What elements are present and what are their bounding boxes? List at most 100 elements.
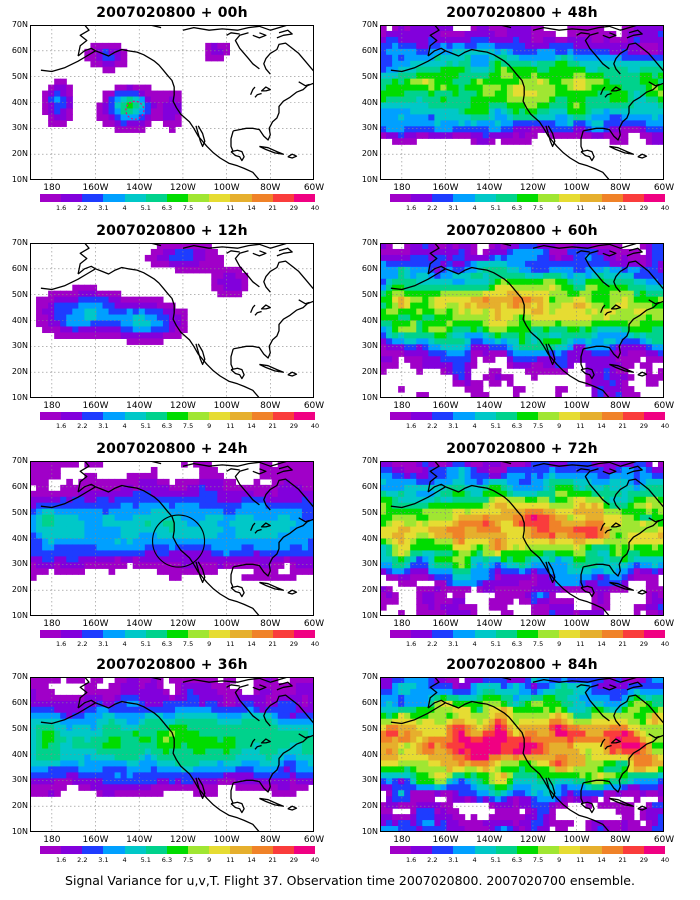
field-cell xyxy=(567,574,574,581)
field-cell xyxy=(615,466,623,474)
field-cell xyxy=(126,332,134,339)
field-cell xyxy=(537,550,544,557)
field-cell xyxy=(651,478,659,486)
field-cell xyxy=(561,484,568,492)
field-cell xyxy=(422,326,429,334)
shaded-field xyxy=(380,243,664,398)
field-cell xyxy=(633,344,641,351)
field-cell xyxy=(464,610,472,616)
field-cell xyxy=(440,466,448,474)
field-cell xyxy=(621,392,629,398)
field-cell xyxy=(301,502,309,510)
field-cell xyxy=(404,302,411,310)
field-cell xyxy=(150,466,158,474)
field-cell xyxy=(295,478,303,486)
field-cell xyxy=(452,484,460,492)
coastline xyxy=(613,260,664,293)
lon-tick-label: 100W xyxy=(213,183,240,193)
field-cell xyxy=(561,308,568,316)
colorbar-level-label: 5.1 xyxy=(140,204,151,212)
field-cell xyxy=(567,54,574,62)
field-cell xyxy=(549,108,556,116)
field-cell xyxy=(591,356,599,363)
lat-tick-label: 70N xyxy=(11,456,28,465)
field-cell xyxy=(175,332,182,339)
field-cell xyxy=(615,380,623,387)
field-cell xyxy=(531,592,538,599)
field-cell xyxy=(561,344,568,351)
coastline xyxy=(580,367,595,380)
field-cell xyxy=(434,30,442,38)
field-cell xyxy=(452,96,460,104)
field-cell xyxy=(627,538,635,546)
field-cell xyxy=(54,320,61,328)
field-cell xyxy=(247,544,255,552)
field-cell xyxy=(555,350,562,357)
colorbar xyxy=(390,412,666,420)
field-cell xyxy=(579,350,587,357)
field-cell xyxy=(567,610,574,616)
field-cell xyxy=(579,42,587,50)
field-cell xyxy=(72,538,79,546)
field-cell xyxy=(126,96,134,104)
field-cell xyxy=(476,272,484,280)
field-cell xyxy=(482,278,490,286)
field-cell xyxy=(512,243,520,250)
field-cell xyxy=(567,84,574,92)
field-cell xyxy=(500,278,508,286)
field-cell xyxy=(114,90,122,98)
field-cell xyxy=(211,514,218,522)
field-cell xyxy=(470,308,478,316)
field-cell xyxy=(295,461,303,468)
field-cell xyxy=(531,126,538,133)
coastline xyxy=(233,82,314,141)
colorbar-swatch xyxy=(622,194,644,202)
field-cell xyxy=(657,272,664,280)
field-cell xyxy=(295,466,303,474)
field-cell xyxy=(144,682,152,690)
field-cell xyxy=(398,520,405,528)
field-cell xyxy=(482,314,490,322)
field-cell xyxy=(525,138,532,145)
field-cell xyxy=(247,694,255,702)
field-cell xyxy=(422,556,429,563)
field-cell xyxy=(90,314,98,322)
field-cell xyxy=(531,478,538,486)
field-cell xyxy=(573,60,580,68)
field-cell xyxy=(193,688,200,696)
field-cell xyxy=(380,514,387,522)
field-cell xyxy=(512,344,520,351)
field-cell xyxy=(555,550,562,557)
colorbar-swatch xyxy=(495,412,517,420)
lat-tick-label: 50N xyxy=(11,289,28,299)
field-cell xyxy=(633,508,641,516)
field-cell xyxy=(132,526,140,534)
field-cell xyxy=(90,302,98,310)
field-cell xyxy=(482,338,490,345)
variance-map xyxy=(380,461,664,616)
field-cell xyxy=(156,544,164,552)
field-cell xyxy=(422,490,429,498)
field-cell xyxy=(621,478,629,486)
field-cell xyxy=(657,30,664,38)
field-cell xyxy=(657,502,664,510)
field-cell xyxy=(657,254,664,262)
field-cell xyxy=(380,550,387,557)
lat-tick-label: 30N xyxy=(11,341,28,351)
field-cell xyxy=(476,314,484,322)
field-cell xyxy=(657,260,664,268)
field-cell xyxy=(531,90,538,98)
field-cell xyxy=(422,538,429,546)
variance-map xyxy=(30,25,314,180)
field-cell xyxy=(645,556,653,563)
field-cell xyxy=(120,677,128,684)
field-cell xyxy=(476,496,484,504)
field-cell xyxy=(591,338,599,345)
field-cell xyxy=(579,356,587,363)
field-cell xyxy=(603,120,611,127)
field-cell xyxy=(428,126,435,133)
field-cell xyxy=(537,586,544,593)
field-cell xyxy=(416,254,423,262)
field-cell xyxy=(579,502,587,510)
field-cell xyxy=(500,532,508,540)
